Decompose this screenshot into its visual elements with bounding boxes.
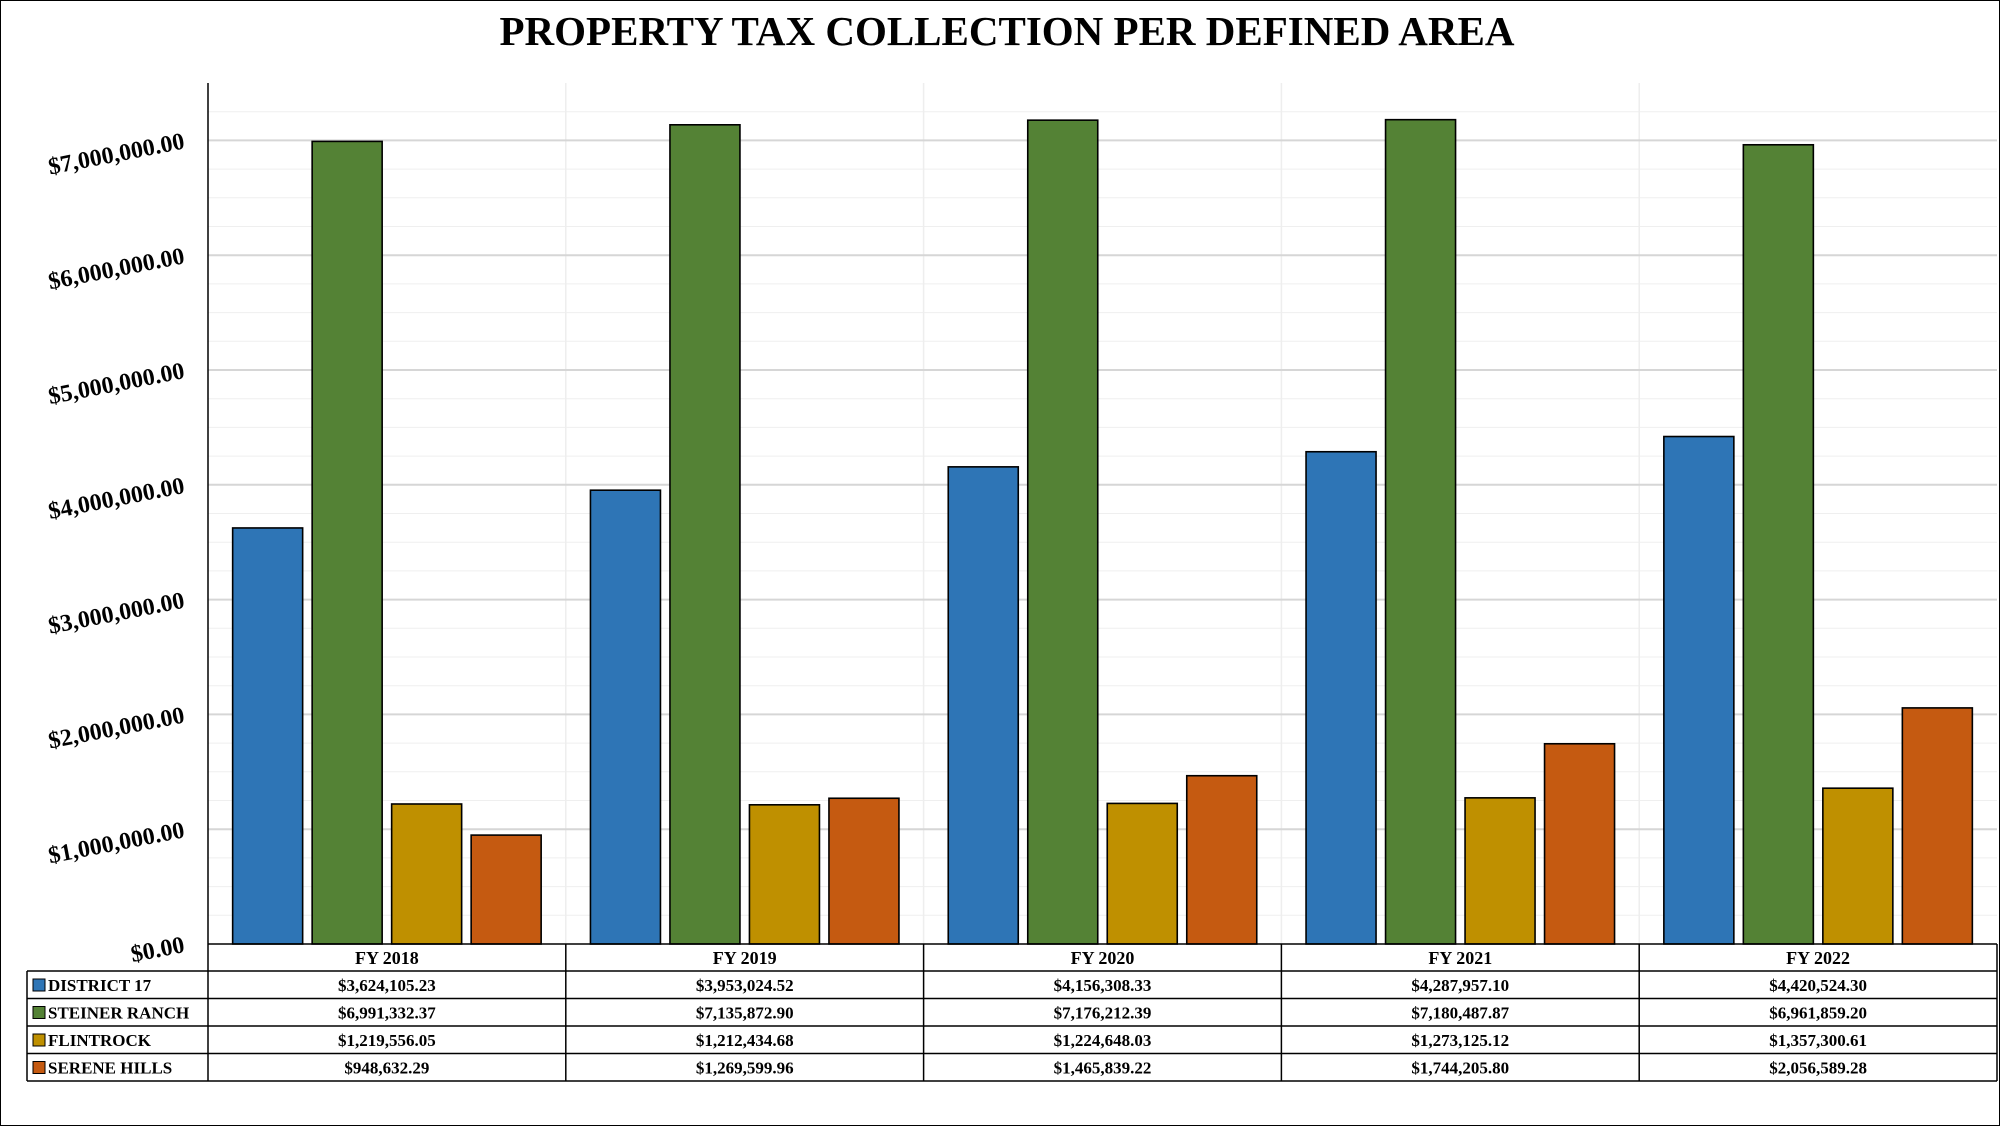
bar-steiner-ranch-fy-2021 (1384, 118, 1457, 945)
category-label: FY 2019 (713, 948, 777, 968)
data-label: $4,156,308.33 (1054, 976, 1152, 995)
y-tick-label: $6,000,000.00 (46, 243, 186, 295)
legend-key-steiner-ranch (32, 1006, 46, 1019)
bar-district-17-fy-2018 (231, 527, 304, 945)
data-label: $3,624,105.23 (338, 976, 436, 995)
legend-label: STEINER RANCH (48, 1004, 189, 1023)
legend-key-district-17 (32, 978, 46, 992)
bar-serene-hills-fy-2022 (1901, 707, 1974, 945)
bar-flintrock-fy-2018 (390, 803, 463, 945)
bar-steiner-ranch-fy-2019 (669, 124, 741, 945)
legend-key-serene-hills (32, 1061, 46, 1074)
bar-steiner-ranch-fy-2022 (1742, 143, 1815, 945)
bar-serene-hills-fy-2021 (1543, 742, 1616, 945)
y-tick-label: $0.00 (129, 932, 187, 968)
data-table: FY 2018 FY 2019 FY 2020 FY 2021 FY 2022 DISTR… (26, 943, 1998, 1082)
bar-district-17-fy-2021 (1305, 450, 1377, 945)
category-label: FY 2018 (355, 948, 419, 968)
axes: $0.00 $1,000,000.00 $2,000,000.00 $3,000,00… (46, 83, 209, 968)
data-label: $1,465,839.22 (1054, 1059, 1152, 1078)
bar-serene-hills-fy-2018 (470, 834, 542, 945)
data-label: $7,180,487.87 (1411, 1004, 1509, 1023)
data-label: $6,991,332.37 (338, 1004, 436, 1023)
bar-serene-hills-fy-2020 (1185, 774, 1258, 945)
data-label: $1,273,125.12 (1411, 1031, 1509, 1050)
data-label: $1,269,599.96 (696, 1059, 794, 1078)
legend-label: DISTRICT 17 (48, 976, 152, 995)
y-tick-label: $2,000,000.00 (46, 703, 186, 755)
bar-flintrock-fy-2020 (1106, 802, 1179, 945)
bar-district-17-fy-2022 (1663, 435, 1735, 945)
data-label: $1,224,648.03 (1054, 1031, 1152, 1050)
category-label: FY 2021 (1428, 948, 1492, 968)
data-label: $4,287,957.10 (1411, 976, 1509, 995)
bar-steiner-ranch-fy-2018 (311, 140, 383, 945)
data-label: $3,953,024.52 (696, 976, 794, 995)
data-label: $2,056,589.28 (1769, 1059, 1867, 1078)
data-label: $7,176,212.39 (1054, 1004, 1152, 1023)
bar-district-17-fy-2020 (947, 466, 1020, 945)
bars (231, 118, 1974, 945)
chart-title: PROPERTY TAX COLLECTION PER DEFINED AREA (500, 8, 1515, 54)
y-tick-label: $5,000,000.00 (46, 358, 186, 410)
y-tick-label: $1,000,000.00 (46, 817, 186, 869)
bar-flintrock-fy-2022 (1822, 787, 1894, 945)
legend-key-flintrock (32, 1033, 46, 1047)
data-label: $1,212,434.68 (696, 1031, 794, 1050)
legend-label: SERENE HILLS (48, 1059, 172, 1078)
bar-steiner-ranch-fy-2020 (1026, 119, 1099, 945)
data-label: $1,219,556.05 (338, 1031, 436, 1050)
category-label: FY 2022 (1786, 948, 1850, 968)
data-label: $7,135,872.90 (696, 1004, 794, 1023)
data-label: $1,357,300.61 (1769, 1031, 1867, 1050)
data-label: $6,961,859.20 (1769, 1004, 1867, 1023)
bar-flintrock-fy-2019 (748, 804, 821, 945)
bar-district-17-fy-2019 (589, 489, 662, 945)
category-label: FY 2020 (1071, 948, 1135, 968)
data-label: $4,420,524.30 (1769, 976, 1867, 995)
bar-serene-hills-fy-2019 (828, 797, 900, 945)
y-tick-label: $3,000,000.00 (46, 588, 186, 640)
y-tick-label: $7,000,000.00 (46, 129, 186, 181)
y-tick-label: $4,000,000.00 (46, 473, 186, 525)
data-label: $1,744,205.80 (1411, 1059, 1509, 1078)
legend-label: FLINTROCK (48, 1031, 152, 1050)
data-label: $948,632.29 (344, 1059, 429, 1078)
bar-flintrock-fy-2021 (1464, 797, 1536, 945)
